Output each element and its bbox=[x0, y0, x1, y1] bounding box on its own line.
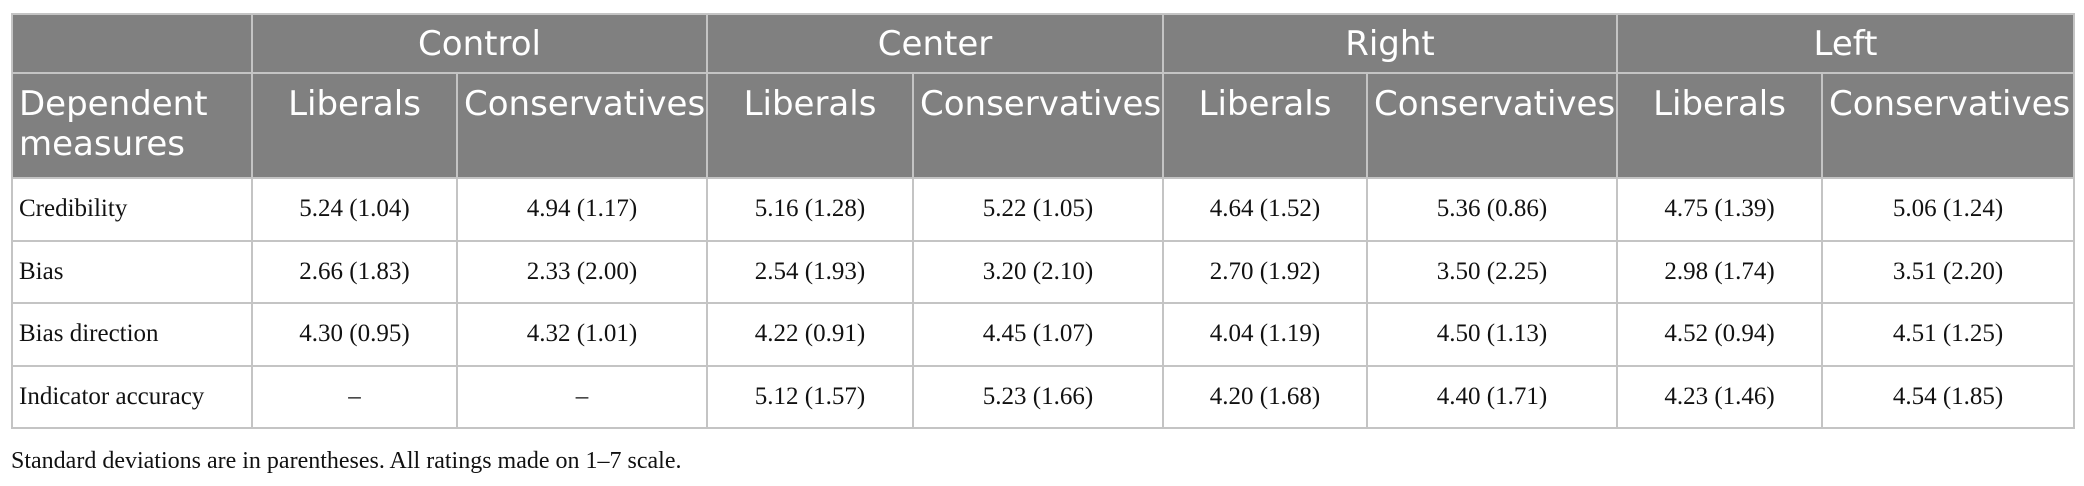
cell: 4.32 (1.01) bbox=[456, 302, 708, 367]
footnote: Standard deviations are in parentheses. … bbox=[11, 448, 682, 474]
cell: 4.51 (1.25) bbox=[1821, 302, 2076, 367]
group-header: Right bbox=[1161, 13, 1619, 74]
cell: 4.50 (1.13) bbox=[1365, 302, 1619, 367]
cell: 2.54 (1.93) bbox=[706, 239, 914, 304]
cell: 4.45 (1.07) bbox=[912, 302, 1164, 367]
cell: 5.12 (1.57) bbox=[706, 364, 914, 429]
cell: 3.20 (2.10) bbox=[912, 239, 1164, 304]
cell: 4.75 (1.39) bbox=[1616, 177, 1824, 242]
group-header: Left bbox=[1616, 13, 2076, 74]
cell: 4.20 (1.68) bbox=[1162, 364, 1368, 429]
cell: 4.23 (1.46) bbox=[1616, 364, 1824, 429]
cell: 4.64 (1.52) bbox=[1162, 177, 1368, 242]
row-label: Indicator accuracy bbox=[11, 364, 253, 429]
results-table: Control Center Right Left Dependent measures… bbox=[11, 13, 2076, 429]
row-label: Bias bbox=[11, 239, 253, 304]
cell: 5.06 (1.24) bbox=[1821, 177, 2076, 242]
column-header: Dependent measures bbox=[11, 72, 253, 179]
cell: 2.98 (1.74) bbox=[1616, 239, 1824, 304]
cell: 4.94 (1.17) bbox=[456, 177, 708, 242]
column-header: Conservatives bbox=[1821, 72, 2076, 179]
column-header: Conservatives bbox=[1365, 72, 1619, 179]
data-row: Credibility 5.24 (1.04) 4.94 (1.17) 5.16 (1… bbox=[11, 177, 2076, 242]
column-header: Liberals bbox=[706, 72, 914, 179]
cell: 5.23 (1.66) bbox=[912, 364, 1164, 429]
row-label: Bias direction bbox=[11, 302, 253, 367]
column-header: Conservatives bbox=[912, 72, 1164, 179]
column-header: Liberals bbox=[1616, 72, 1824, 179]
cell: 5.24 (1.04) bbox=[251, 177, 458, 242]
cell: 4.52 (0.94) bbox=[1616, 302, 1824, 367]
cell: – bbox=[456, 364, 708, 429]
group-row: Control Center Right Left bbox=[11, 13, 2076, 74]
column-header: Liberals bbox=[251, 72, 458, 179]
cell: 5.36 (0.86) bbox=[1365, 177, 1619, 242]
data-row: Bias 2.66 (1.83) 2.33 (2.00) 2.54 (1.93) 3.2… bbox=[11, 239, 2076, 304]
cell: – bbox=[251, 364, 458, 429]
data-row: Bias direction 4.30 (0.95) 4.32 (1.01) 4.22… bbox=[11, 302, 2076, 367]
cell: 5.22 (1.05) bbox=[912, 177, 1164, 242]
cell: 2.70 (1.92) bbox=[1162, 239, 1368, 304]
cell: 4.30 (0.95) bbox=[251, 302, 458, 367]
cell: 5.16 (1.28) bbox=[706, 177, 914, 242]
cell: 2.33 (2.00) bbox=[456, 239, 708, 304]
column-header: Conservatives bbox=[456, 72, 708, 179]
cell: 4.40 (1.71) bbox=[1365, 364, 1619, 429]
group-header: Control bbox=[251, 13, 708, 74]
empty-header bbox=[11, 13, 253, 74]
cell: 4.22 (0.91) bbox=[706, 302, 914, 367]
cell: 3.50 (2.25) bbox=[1365, 239, 1619, 304]
cell: 2.66 (1.83) bbox=[251, 239, 458, 304]
group-header: Center bbox=[706, 13, 1164, 74]
column-header: Liberals bbox=[1162, 72, 1368, 179]
cell: 4.04 (1.19) bbox=[1162, 302, 1368, 367]
data-row: Indicator accuracy – –5.12 (1.57) 5.23 (1.6… bbox=[11, 364, 2076, 429]
row-label: Credibility bbox=[11, 177, 253, 242]
cell: 3.51 (2.20) bbox=[1821, 239, 2076, 304]
column-row: Dependent measures Liberals Conservatives L… bbox=[11, 72, 2076, 179]
cell: 4.54 (1.85) bbox=[1821, 364, 2076, 429]
